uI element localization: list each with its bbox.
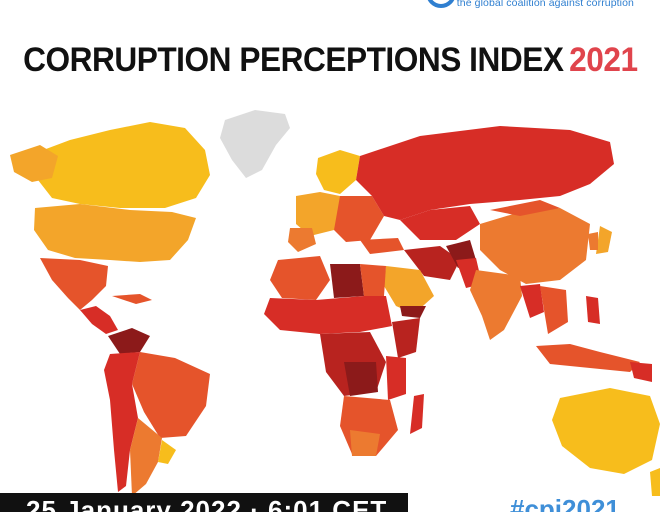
region-sahel (264, 296, 392, 334)
region-eastern-europe (334, 196, 384, 242)
region-usa (34, 204, 196, 262)
region-greenland (220, 110, 290, 178)
region-scandinavia (316, 150, 360, 194)
region-yemen (400, 306, 426, 318)
region-russia (356, 126, 614, 220)
region-png (630, 362, 652, 382)
region-southern-cone (130, 418, 162, 496)
region-iberia (288, 228, 316, 252)
region-indonesia (536, 344, 640, 372)
region-venezuela (108, 328, 150, 354)
region-mexico (40, 258, 108, 310)
region-philippines (586, 296, 600, 324)
region-arabia (384, 266, 434, 314)
region-indochina (540, 286, 568, 334)
region-western-europe (296, 192, 346, 236)
region-central-america (80, 306, 118, 334)
region-turkey (360, 238, 404, 254)
transparency-logo-arc (426, 0, 456, 8)
region-canada (30, 122, 210, 208)
region-uruguay (158, 440, 176, 464)
region-drc (344, 362, 378, 396)
region-iran (404, 246, 460, 280)
region-korea (588, 232, 598, 250)
region-north-africa-west (270, 256, 330, 300)
region-libya (330, 264, 364, 298)
hashtag-text: #cpi2021 (510, 494, 620, 512)
region-china (480, 208, 590, 284)
world-corruption-map (10, 110, 660, 496)
region-east-africa (386, 356, 406, 400)
region-australia (552, 388, 660, 474)
region-new-zealand (650, 468, 660, 496)
tagline: the global coalition against corruption (456, 0, 634, 9)
region-japan (596, 226, 612, 254)
date-text: 25 January 2022 · 6:01 CET (26, 495, 388, 512)
region-alaska (10, 145, 58, 182)
region-madagascar (410, 394, 424, 434)
region-andes (104, 352, 140, 492)
region-brazil (132, 352, 210, 438)
region-india (470, 270, 522, 340)
region-horn-of-africa (392, 318, 420, 358)
region-egypt (360, 264, 386, 296)
date-banner: 25 January 2022 · 6:01 CET (0, 493, 408, 512)
hashtag: #cpi2021 (510, 494, 660, 512)
region-mongolia (490, 200, 560, 216)
region-kazakhstan (400, 206, 480, 240)
region-myanmar (520, 284, 544, 318)
region-caribbean (112, 294, 152, 304)
title-text: CORRUPTION PERCEPTIONS INDEX (23, 41, 564, 79)
region-south-africa (350, 430, 380, 456)
title-year: 2021 (569, 41, 638, 79)
page-title: CORRUPTION PERCEPTIONS INDEX 2021 (23, 41, 638, 80)
